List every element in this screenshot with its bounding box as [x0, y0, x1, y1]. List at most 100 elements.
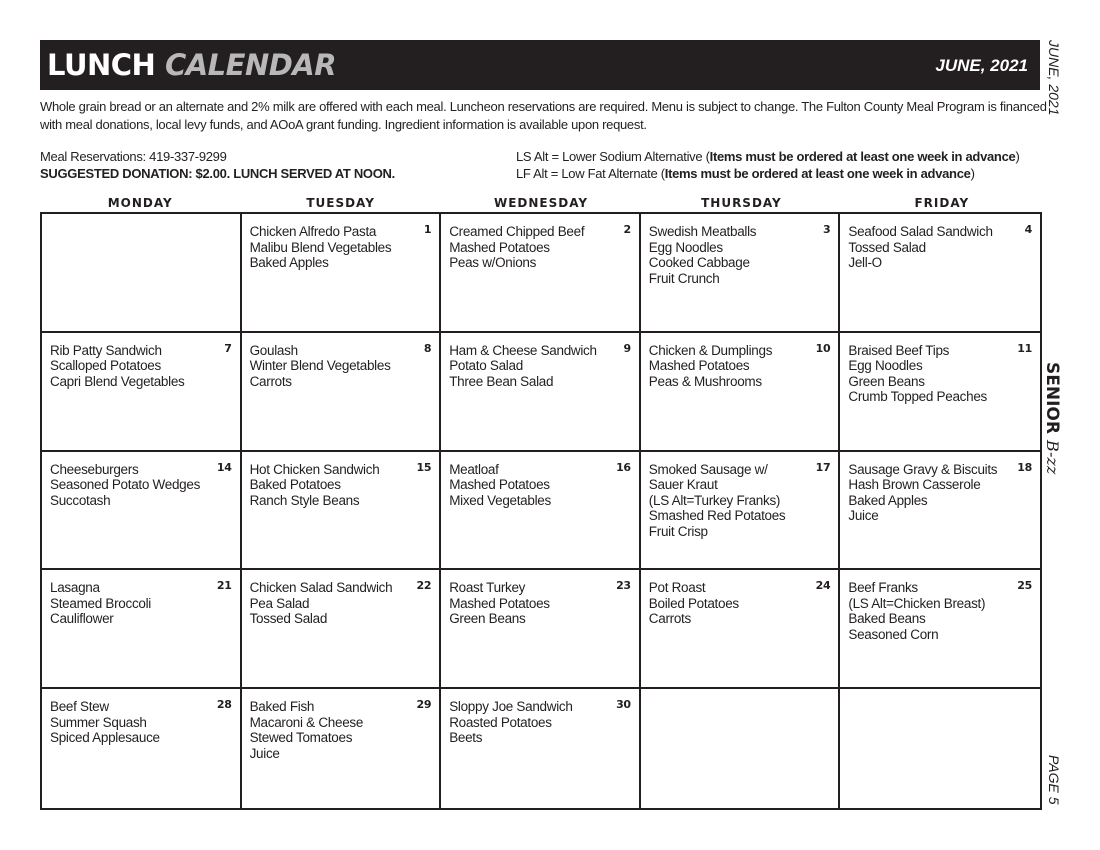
donation-note: SUGGESTED DONATION: $2.00. LUNCH SERVED …: [40, 166, 395, 181]
day-cell: 3 Swedish Meatballs Egg Noodles Cooked Cabb…: [640, 214, 841, 333]
day-number: 24: [815, 579, 831, 593]
menu-item: Cooked Cabbage: [648, 255, 750, 270]
menu-item: Hash Brown Casserole: [848, 477, 981, 493]
menu-item: Cauliflower: [50, 611, 114, 627]
menu-item: Spiced Applesauce: [50, 730, 160, 746]
weekday-wednesday: WEDNESDAY: [493, 196, 589, 210]
day-number: 29: [416, 698, 432, 712]
weekday-friday: FRIDAY: [914, 196, 970, 210]
day-cell: 24 Pot Roast Boiled Potatoes Carrots: [640, 570, 841, 690]
reservation-info: Meal Reservations: 419-337-9299 SUGGESTE…: [40, 148, 395, 182]
menu-item: Sauer Kraut: [648, 477, 718, 493]
day-cell: 17 Smoked Sausage w/Sauer Kraut (LS Alt=Tu…: [640, 451, 841, 571]
menu-item: Mashed Potatoes: [648, 358, 750, 374]
menu-item: Carrots: [249, 373, 292, 389]
day-cell: 18 Sausage Gravy & Biscuits Hash Brown Cas…: [840, 452, 1040, 571]
menu-item: Tossed Salad: [249, 611, 328, 627]
menu-item: Egg Noodles: [848, 358, 923, 374]
day-number: 25: [1017, 579, 1032, 593]
menu-item: Smashed Red Potatoes: [648, 508, 786, 524]
weekday-headers: MONDAY TUESDAY WEDNESDAY THURSDAY FRIDAY: [40, 196, 1042, 210]
day-number: 1: [423, 223, 432, 236]
day-cell: 9 Ham & Cheese Sandwich Potato Salad Three …: [441, 332, 641, 452]
day-number: 18: [1017, 460, 1032, 474]
menu-item: Succotash: [50, 492, 111, 508]
reservation-phone: Meal Reservations: 419-337-9299: [40, 149, 227, 164]
day-number: 7: [224, 341, 232, 355]
menu-item: Tossed Salad: [848, 239, 926, 255]
menu-item: Meatloaf: [449, 461, 499, 477]
day-number: 2: [623, 223, 631, 236]
day-cell: [42, 214, 242, 333]
menu-item: Seasoned Potato Wedges: [50, 477, 201, 493]
menu-item: Green Beans: [848, 373, 925, 389]
day-cell: 11 Braised Beef Tips Egg Noodles Green Bean…: [840, 333, 1040, 452]
menu-item: Juice: [249, 745, 280, 761]
menu-item: Baked Apples: [249, 255, 329, 270]
day-cell: 15 Hot Chicken Sandwich Baked Potatoes Ranc…: [241, 451, 442, 571]
day-cell: 22 Chicken Salad Sandwich Pea Salad Tossed …: [241, 570, 442, 690]
menu-item: Beef Stew: [50, 699, 109, 715]
day-number: 28: [216, 698, 232, 712]
menu-item: Jell-O: [848, 255, 882, 270]
day-number: 8: [423, 341, 432, 355]
menu-item: Swedish Meatballs: [648, 224, 757, 239]
menu-item: Peas & Mushrooms: [648, 373, 762, 389]
menu-item: Mixed Vegetables: [449, 492, 551, 508]
menu-item: Baked Potatoes: [249, 477, 341, 493]
menu-item: Roasted Potatoes: [449, 714, 552, 730]
menu-item: Sloppy Joe Sandwich: [449, 699, 573, 715]
day-cell: 21 Lasagna Steamed Broccoli Cauliflower: [42, 570, 242, 690]
menu-item: Scalloped Potatoes: [50, 358, 161, 374]
title-bold: LUNCH: [47, 48, 156, 82]
day-number: 16: [616, 460, 631, 474]
title-light: CALENDAR: [164, 48, 337, 82]
menu-item: Mashed Potatoes: [449, 239, 550, 255]
day-cell: 8 Goulash Winter Blend Vegetables Carrots: [241, 332, 442, 452]
day-cell: 4 Seafood Salad Sandwich Tossed Salad Jell-…: [840, 214, 1040, 333]
menu-item: Peas w/Onions: [449, 255, 537, 270]
menu-item: (LS Alt=Turkey Franks): [648, 492, 781, 508]
day-cell: 14 Cheeseburgers Seasoned Potato Wedges Suc…: [42, 451, 242, 571]
menu-item: Fruit Crisp: [648, 523, 708, 539]
day-cell: 16 Meatloaf Mashed Potatoes Mixed Vegetable…: [441, 451, 641, 571]
menu-item: Creamed Chipped Beef: [449, 224, 585, 239]
menu-item: Three Bean Salad: [449, 373, 554, 389]
menu-item: Rib Patty Sandwich: [50, 342, 162, 358]
menu-item: Seafood Salad Sandwich: [848, 224, 993, 239]
day-cell: 30 Sloppy Joe Sandwich Roasted Potatoes Bee…: [441, 689, 641, 808]
menu-item: Boiled Potatoes: [648, 595, 739, 611]
menu-item: Baked Apples: [848, 492, 928, 508]
day-number: 30: [616, 698, 631, 712]
page-number: PAGE 5: [1046, 755, 1062, 805]
day-number: 17: [815, 460, 831, 474]
day-number: 15: [416, 460, 432, 474]
menu-item: Steamed Broccoli: [50, 595, 151, 611]
menu-item: Goulash: [249, 342, 298, 358]
menu-item: Ranch Style Beans: [249, 492, 360, 508]
menu-item: Braised Beef Tips: [848, 342, 950, 358]
menu-item: Pot Roast: [648, 580, 706, 596]
menu-item: (LS Alt=Chicken Breast): [848, 595, 986, 611]
menu-item: Chicken Salad Sandwich: [249, 580, 393, 596]
weekday-tuesday: TUESDAY: [306, 196, 375, 210]
menu-item: Fruit Crunch: [648, 270, 720, 286]
weekday-thursday: THURSDAY: [701, 196, 782, 210]
menu-item: Winter Blend Vegetables: [249, 358, 391, 374]
menu-item: Green Beans: [449, 611, 526, 627]
header-bar: LUNCH CALENDAR JUNE, 2021: [40, 40, 1040, 90]
side-date: JUNE, 2021: [1046, 40, 1062, 116]
day-cell: 25 Beef Franks (LS Alt=Chicken Breast) Bake…: [840, 570, 1040, 690]
day-cell: 10 Chicken & Dumplings Mashed Potatoes Peas…: [640, 332, 841, 452]
day-number: 21: [216, 579, 232, 593]
day-cell: 29 Baked Fish Macaroni & Cheese Stewed Toma…: [242, 689, 442, 808]
menu-item: Seasoned Corn: [848, 626, 939, 642]
lf-alt: LF Alt = Low Fat Alternate (Items must b…: [516, 166, 975, 181]
day-number: 9: [623, 341, 631, 355]
intro-text: Whole grain bread or an alternate and 2%…: [40, 99, 1047, 132]
day-cell: 2 Creamed Chipped Beef Mashed Potatoes Peas…: [441, 214, 641, 333]
menu-item: Potato Salad: [449, 358, 523, 374]
day-number: 10: [815, 341, 831, 355]
menu-item: Mashed Potatoes: [449, 477, 550, 493]
menu-item: Crumb Topped Peaches: [848, 389, 987, 405]
